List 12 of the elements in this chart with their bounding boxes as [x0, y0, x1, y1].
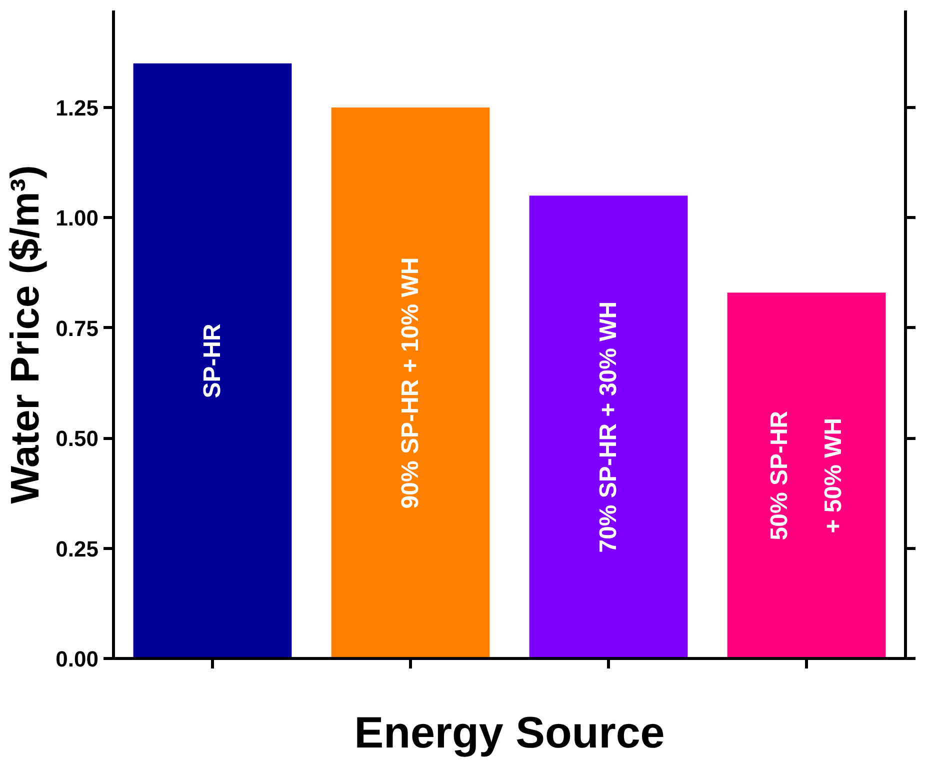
x-tick-label: 70% SP-HR + 30% WH [595, 301, 622, 553]
y-tick-label: 0.50 [56, 426, 99, 452]
y-tick-label: 1.00 [56, 206, 99, 231]
x-tick-label: SP-HR [199, 324, 226, 398]
x-tick-label: 50% SP-HR + 50% WH [766, 410, 847, 540]
y-tick-label: 0.25 [56, 536, 99, 562]
y-tick-label: 0.00 [56, 646, 99, 672]
x-tick-label: 90% SP-HR + 10% WH [397, 257, 424, 509]
y-tick-label: 0.75 [56, 316, 99, 341]
y-tick-label: 1.25 [56, 95, 99, 120]
y-axis-title: Water Price ($/m³) [4, 165, 48, 504]
x-axis-title: Energy Source [354, 708, 665, 758]
